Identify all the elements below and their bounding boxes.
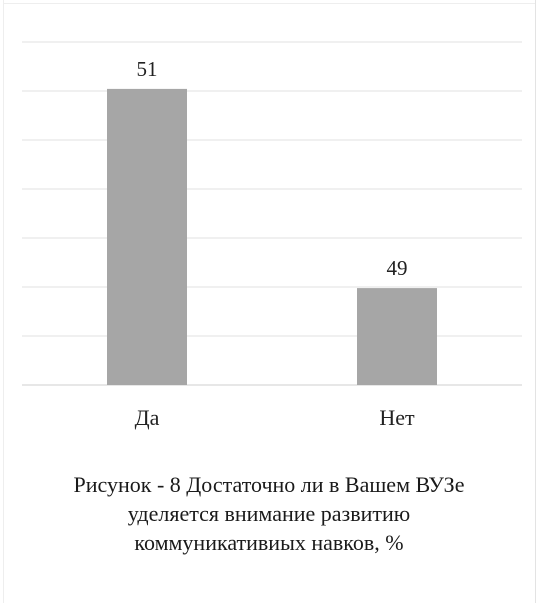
data-label-0: 51	[137, 57, 158, 81]
bar-1	[357, 288, 437, 385]
figure-caption: Рисунок - 8 Достаточно ли в Вашем ВУЗе у…	[73, 472, 465, 555]
x-axis-tick-labels: Да Нет	[135, 405, 415, 430]
bars	[107, 88, 437, 386]
bar-chart: 51 49 Да Нет	[22, 41, 522, 430]
data-label-1: 49	[387, 256, 408, 280]
x-tick-label-1: Нет	[379, 405, 415, 430]
gridlines	[22, 41, 522, 386]
frame-edge-right	[535, 0, 536, 603]
x-tick-label-0: Да	[135, 405, 160, 430]
bar-0	[107, 88, 187, 386]
frame-edge-top	[3, 3, 536, 4]
frame-edge-left	[3, 0, 4, 603]
data-labels: 51 49	[137, 57, 408, 280]
